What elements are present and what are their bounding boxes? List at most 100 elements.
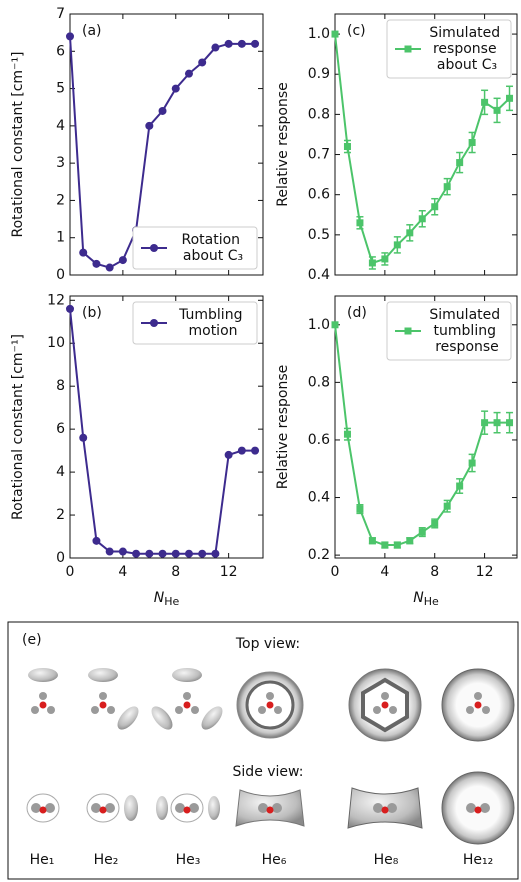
marker	[443, 502, 451, 510]
marker	[331, 30, 339, 38]
y-tick-label: 0.8	[308, 374, 330, 390]
cluster-label: He₃	[176, 852, 201, 868]
y-axis-label: Rotational constant [cm⁻¹]	[10, 334, 26, 520]
y-tick-label: 1	[56, 230, 65, 246]
marker	[506, 94, 514, 102]
x-axis-label-main: N	[154, 590, 165, 606]
y-tick-label: 1.0	[308, 317, 330, 333]
y-tick-label: 7	[56, 6, 65, 22]
cluster-label: He₈	[374, 852, 399, 868]
axes-frame	[334, 13, 518, 276]
marker	[443, 183, 451, 191]
y-tick-label: 0.6	[308, 432, 330, 448]
marker	[331, 321, 339, 329]
cluster-renders	[26, 668, 515, 845]
y-tick-label: 4	[56, 118, 65, 134]
legend-label: Simulated response about C₃	[429, 25, 504, 73]
marker	[343, 143, 351, 151]
y-tick-label: 0	[56, 550, 65, 566]
marker	[237, 39, 246, 48]
side-view-label: Side view:	[233, 764, 304, 780]
x-axis-label-sub: He	[424, 595, 439, 608]
panel-label: (c)	[347, 23, 366, 39]
legend-box	[132, 226, 258, 270]
marker	[171, 549, 180, 558]
marker	[493, 106, 501, 114]
marker	[251, 446, 260, 455]
marker	[456, 159, 464, 167]
x-tick-label: 12	[476, 564, 494, 580]
marker	[393, 541, 401, 549]
marker	[418, 215, 426, 223]
marker	[431, 203, 439, 211]
cluster-label: He₂	[94, 852, 119, 868]
y-tick-label: 0.9	[308, 66, 330, 82]
panel-label: (d)	[347, 305, 367, 321]
x-tick-label: 8	[171, 564, 180, 580]
x-axis-label: NHe	[154, 590, 180, 608]
marker	[105, 547, 114, 556]
y-tick-label: 8	[56, 378, 65, 394]
marker	[468, 138, 476, 146]
marker	[356, 219, 364, 227]
marker	[224, 450, 233, 459]
marker	[406, 537, 414, 545]
marker	[184, 69, 193, 78]
legend-marker	[150, 319, 158, 327]
marker	[79, 248, 88, 257]
x-axis-label-main: N	[413, 590, 424, 606]
y-tick-label: 0.4	[308, 267, 330, 283]
marker	[251, 39, 260, 48]
marker	[393, 241, 401, 249]
marker	[343, 430, 351, 438]
series-line	[69, 308, 256, 555]
y-tick-label: 0.2	[308, 547, 330, 563]
marker	[66, 32, 74, 41]
marker	[158, 549, 167, 558]
legend-marker	[150, 244, 158, 252]
y-tick-label: 3	[56, 155, 65, 171]
y-tick-label: 10	[47, 335, 65, 351]
legend-box	[132, 301, 258, 345]
marker	[356, 505, 364, 513]
marker	[198, 58, 207, 67]
marker	[418, 528, 426, 536]
y-tick-label: 2	[56, 507, 65, 523]
x-tick-label: 4	[380, 564, 389, 580]
legend-label: Tumbling motion	[178, 307, 247, 339]
legend-box	[386, 19, 512, 79]
legend-label: Rotation about C₃	[182, 232, 245, 264]
marker	[158, 106, 167, 115]
y-axis-label: Relative response	[275, 82, 291, 207]
x-axis-label: NHe	[413, 590, 439, 608]
marker	[66, 304, 74, 313]
marker	[118, 547, 127, 556]
y-tick-label: 0.5	[308, 227, 330, 243]
legend-marker	[404, 327, 412, 335]
marker	[431, 519, 439, 527]
axes-frame	[334, 295, 518, 559]
marker	[211, 549, 220, 558]
marker	[184, 549, 193, 558]
marker	[92, 536, 101, 545]
marker	[145, 549, 154, 558]
x-tick-label: 0	[66, 564, 75, 580]
legend-marker	[404, 45, 412, 53]
y-tick-label: 2	[56, 192, 65, 208]
y-axis-label: Rotational constant [cm⁻¹]	[10, 51, 26, 237]
y-tick-label: 6	[56, 421, 65, 437]
y-tick-label: 12	[47, 292, 65, 308]
y-tick-label: 0.7	[308, 147, 330, 163]
y-axis-label: Relative response	[275, 365, 291, 490]
y-tick-label: 0.6	[308, 187, 330, 203]
marker	[456, 482, 464, 490]
x-axis-label-sub: He	[164, 595, 179, 608]
y-tick-label: 0	[56, 267, 65, 283]
marker	[105, 263, 114, 272]
y-tick-label: 1.0	[308, 26, 330, 42]
marker	[481, 419, 489, 427]
legend-box	[386, 301, 512, 361]
marker	[468, 459, 476, 467]
axes-frame	[69, 295, 264, 559]
